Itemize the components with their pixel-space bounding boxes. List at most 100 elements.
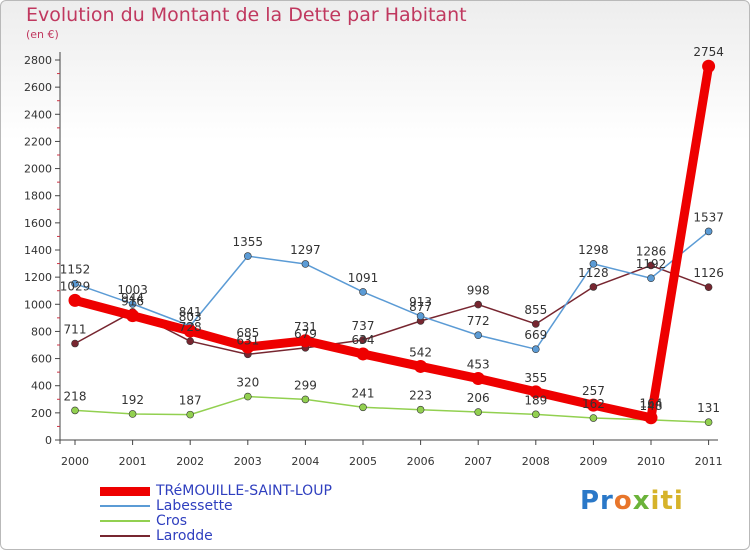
data-label: 355 bbox=[524, 371, 547, 385]
data-label: 737 bbox=[352, 319, 375, 333]
data-label: 855 bbox=[524, 303, 547, 317]
data-point bbox=[359, 336, 367, 344]
data-point bbox=[471, 372, 485, 386]
data-label: 728 bbox=[179, 320, 202, 334]
data-label: 218 bbox=[64, 389, 87, 403]
data-point bbox=[647, 261, 655, 270]
data-point bbox=[186, 410, 194, 419]
data-label: 679 bbox=[294, 327, 317, 341]
data-label: 1003 bbox=[117, 283, 148, 297]
y-tick-label: 2000 bbox=[24, 163, 52, 176]
data-label: 711 bbox=[64, 323, 87, 337]
x-tick-label: 2002 bbox=[176, 455, 204, 468]
data-point bbox=[416, 312, 425, 320]
data-point bbox=[647, 274, 655, 283]
data-label: 998 bbox=[467, 284, 490, 298]
y-tick-label: 400 bbox=[31, 380, 52, 393]
legend-swatch bbox=[100, 505, 150, 507]
data-point bbox=[414, 359, 428, 373]
data-label: 192 bbox=[121, 393, 144, 407]
data-label: 731 bbox=[294, 320, 317, 334]
data-point bbox=[359, 288, 367, 296]
data-label: 206 bbox=[467, 391, 490, 405]
data-point bbox=[531, 410, 540, 419]
x-tick-label: 2005 bbox=[349, 455, 377, 468]
x-tick-label: 2006 bbox=[407, 455, 435, 468]
legend-label: Labessette bbox=[156, 498, 233, 514]
data-label: 634 bbox=[352, 333, 375, 347]
data-label: 631 bbox=[236, 333, 259, 347]
data-label: 2754 bbox=[693, 45, 724, 59]
data-point bbox=[586, 398, 600, 412]
series-line-3 bbox=[74, 264, 710, 356]
data-label: 241 bbox=[352, 386, 375, 400]
data-label: 916 bbox=[121, 295, 144, 309]
data-label: 841 bbox=[179, 305, 202, 319]
data-label: 257 bbox=[582, 384, 605, 398]
data-label: 1126 bbox=[693, 266, 724, 280]
data-point bbox=[531, 320, 540, 328]
data-label: 944 bbox=[121, 291, 144, 305]
data-label: 669 bbox=[524, 328, 547, 342]
data-point bbox=[474, 300, 483, 309]
y-tick-label: 800 bbox=[31, 325, 52, 338]
data-point bbox=[589, 414, 598, 422]
x-tick-label: 2001 bbox=[119, 455, 147, 468]
data-label: 164 bbox=[640, 397, 663, 411]
data-label: 1128 bbox=[578, 266, 609, 280]
data-label: 913 bbox=[409, 295, 432, 309]
data-label: 320 bbox=[236, 376, 259, 390]
x-tick-label: 2003 bbox=[234, 455, 262, 468]
y-tick-label: 1400 bbox=[24, 244, 52, 257]
data-point bbox=[474, 331, 483, 340]
line-chart: 0 200 400 600 800 1000 1200 1400 1600 1800 2000 220… bbox=[24, 45, 724, 468]
data-label: 1029 bbox=[60, 279, 91, 293]
series-line-2 bbox=[74, 395, 710, 423]
data-label: 131 bbox=[697, 401, 720, 415]
data-label: 299 bbox=[294, 378, 317, 392]
data-point bbox=[704, 227, 713, 236]
data-point bbox=[644, 411, 658, 425]
data-label: 223 bbox=[409, 389, 432, 403]
series-line-0 bbox=[70, 61, 714, 423]
data-label: 148 bbox=[640, 399, 663, 413]
data-point bbox=[359, 403, 367, 412]
y-tick-label: 2800 bbox=[24, 54, 52, 67]
data-point bbox=[298, 334, 312, 348]
chart-title: Evolution du Montant de la Dette par Hab… bbox=[26, 4, 467, 26]
series-line-1 bbox=[74, 230, 710, 350]
chart-subtitle: (en €) bbox=[26, 28, 59, 41]
y-tick-label: 200 bbox=[31, 407, 52, 420]
logo-part: o bbox=[613, 486, 633, 516]
x-tick-label: 2010 bbox=[637, 455, 665, 468]
data-point bbox=[71, 339, 79, 348]
data-label: 1355 bbox=[233, 235, 264, 249]
data-label: 187 bbox=[179, 394, 202, 408]
logo-part: iti bbox=[650, 486, 684, 516]
legend-label: Larodde bbox=[156, 528, 213, 544]
y-tick-label: 0 bbox=[45, 434, 52, 447]
x-tick-label: 2008 bbox=[522, 455, 550, 468]
legend-label: TRéMOUILLE-SAINT-LOUP bbox=[156, 483, 332, 499]
y-tick-label: 1800 bbox=[24, 190, 52, 203]
data-label: 1286 bbox=[636, 244, 667, 258]
data-point bbox=[301, 395, 310, 404]
logo-part: Pr bbox=[580, 486, 614, 516]
x-tick-label: 2009 bbox=[579, 455, 607, 468]
data-label: 803 bbox=[179, 310, 202, 324]
data-point bbox=[702, 59, 716, 73]
data-point bbox=[474, 408, 483, 416]
data-point bbox=[68, 293, 82, 307]
data-point bbox=[71, 279, 79, 288]
data-label: 189 bbox=[524, 393, 547, 407]
data-label: 542 bbox=[409, 345, 432, 359]
data-label: 1152 bbox=[60, 263, 91, 277]
data-point bbox=[589, 283, 598, 291]
data-point bbox=[128, 300, 137, 308]
legend-swatch bbox=[100, 486, 150, 496]
legend-swatch bbox=[100, 535, 150, 537]
y-tick-label: 1000 bbox=[24, 298, 52, 311]
y-tick-label: 1600 bbox=[24, 217, 52, 230]
x-tick-label: 2000 bbox=[61, 455, 89, 468]
logo-part: x bbox=[632, 486, 651, 516]
